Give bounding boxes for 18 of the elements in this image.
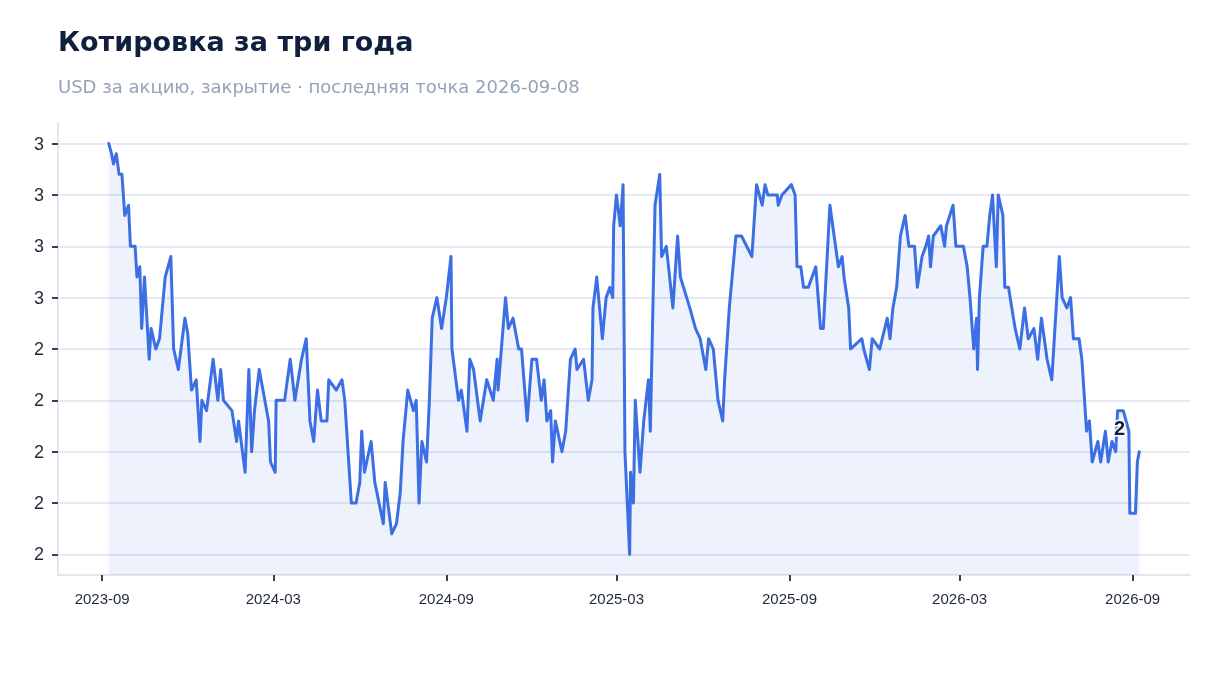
chart-subtitle: USD за акцию, закрытие · последняя точка 2026-09-08: [58, 76, 580, 97]
x-tick-label: 2024-03: [245, 590, 301, 607]
y-tick-label: 3: [33, 236, 44, 257]
x-tick-label: 2025-03: [588, 590, 645, 607]
y-tick-label: 2: [33, 339, 44, 359]
y-tick-label: 2: [33, 544, 44, 565]
x-tick-label: 2025-09: [761, 590, 818, 607]
y-tick-label: 2: [33, 390, 44, 411]
y-tick-label: 2: [33, 493, 44, 514]
y-tick-label: 3: [33, 133, 44, 154]
x-tick-label: 2026-09: [1105, 590, 1161, 607]
x-tick-label: 2023-09: [74, 590, 130, 607]
y-tick-label: 2: [33, 441, 44, 462]
y-tick-label: 3: [33, 287, 44, 308]
x-tick-label: 2024-09: [418, 590, 474, 607]
chart-title: Котировка за три года: [58, 26, 414, 57]
x-tick-label: 2026-03: [932, 590, 988, 607]
y-tick-label: 3: [33, 184, 44, 205]
